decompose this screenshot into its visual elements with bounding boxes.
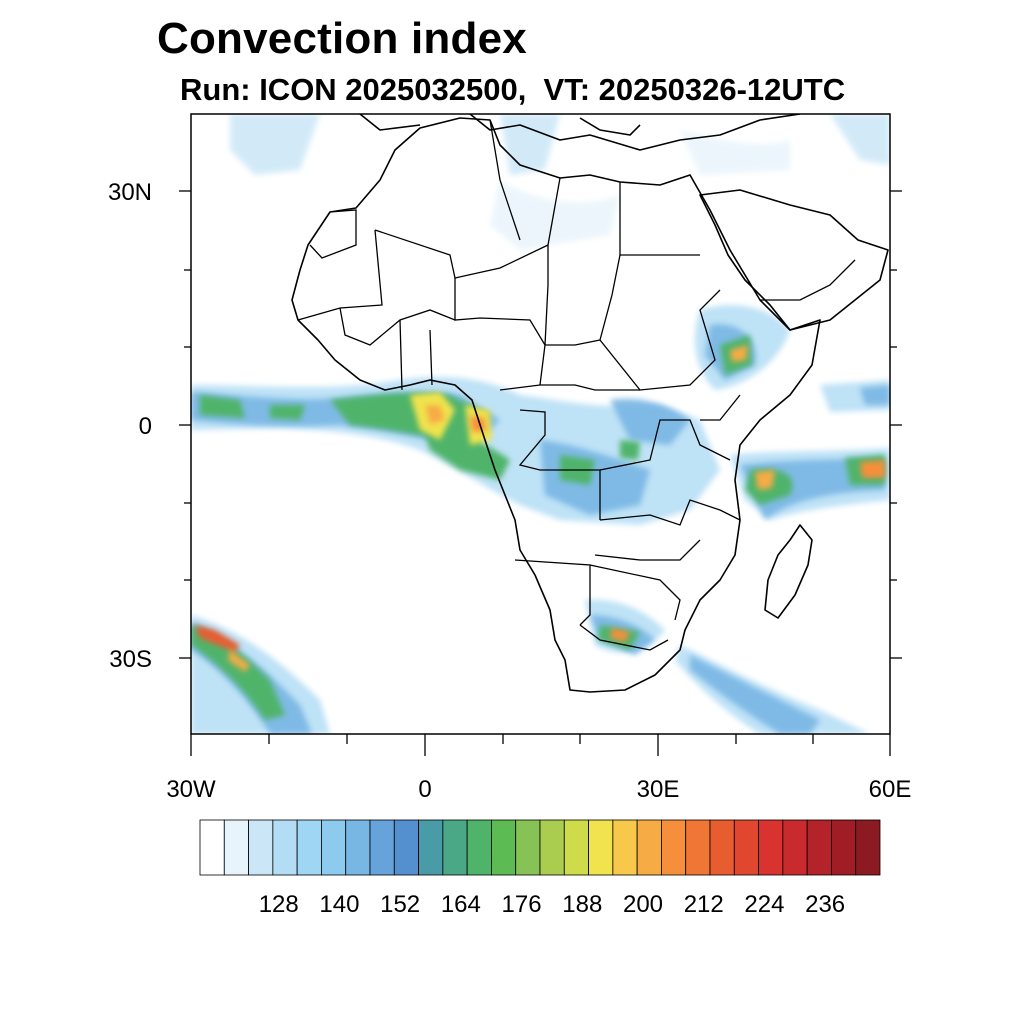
- colorbar-label: 152: [380, 891, 420, 918]
- colorbar-swatch: [685, 819, 711, 876]
- lon-label-30e: 30E: [637, 776, 680, 803]
- axis-ticks: [179, 190, 902, 756]
- convection-field: [191, 114, 890, 734]
- colorbar-swatch: [709, 819, 735, 876]
- map-frame: [190, 113, 891, 735]
- plot-title: Convection index: [157, 14, 527, 63]
- colorbar-swatch: [733, 819, 759, 876]
- colorbar-swatch: [466, 819, 492, 876]
- colorbar: [199, 819, 881, 876]
- colorbar-swatch: [321, 819, 347, 876]
- colorbar-swatch: [491, 819, 517, 876]
- colorbar-swatch: [418, 819, 444, 876]
- colorbar-swatch: [296, 819, 322, 876]
- colorbar-swatch: [369, 819, 395, 876]
- colorbar-swatch: [272, 819, 298, 876]
- colorbar-labels: 128 140 152 164 176 188 200 212 224 236: [259, 891, 845, 918]
- colorbar-swatch: [806, 819, 832, 876]
- lon-label-0: 0: [418, 776, 431, 803]
- colorbar-swatch: [345, 819, 371, 876]
- colorbar-swatch: [393, 819, 419, 876]
- colorbar-label: 164: [441, 891, 481, 918]
- colorbar-swatch: [588, 819, 614, 876]
- colorbar-swatch: [612, 819, 638, 876]
- colorbar-swatch: [855, 819, 881, 876]
- colorbar-swatch: [223, 819, 249, 876]
- colorbar-swatch: [563, 819, 589, 876]
- colorbar-label: 236: [805, 891, 845, 918]
- colorbar-swatch: [758, 819, 784, 876]
- colorbar-label: 200: [623, 891, 663, 918]
- country-borders: [297, 119, 856, 651]
- colorbar-label: 212: [684, 891, 724, 918]
- colorbar-swatch: [199, 819, 225, 876]
- plot-subtitle: Run: ICON 2025032500, VT: 20250326-12UTC: [180, 72, 846, 107]
- lat-label-30s: 30S: [109, 646, 152, 673]
- lon-label-30w: 30W: [166, 776, 216, 803]
- colorbar-swatch: [782, 819, 808, 876]
- colorbar-swatch: [831, 819, 857, 876]
- colorbar-swatch: [636, 819, 662, 876]
- colorbar-swatch: [248, 819, 274, 876]
- lon-label-60e: 60E: [869, 776, 912, 803]
- colorbar-label: 224: [744, 891, 784, 918]
- colorbar-label: 140: [319, 891, 359, 918]
- colorbar-label: 176: [502, 891, 542, 918]
- colorbar-swatch: [515, 819, 541, 876]
- colorbar-label: 128: [259, 891, 299, 918]
- colorbar-swatch: [661, 819, 687, 876]
- lat-label-30n: 30N: [108, 179, 152, 206]
- colorbar-swatch: [539, 819, 565, 876]
- colorbar-label: 188: [562, 891, 602, 918]
- colorbar-swatch: [442, 819, 468, 876]
- lat-label-0: 0: [139, 413, 152, 440]
- coastlines: [291, 114, 889, 693]
